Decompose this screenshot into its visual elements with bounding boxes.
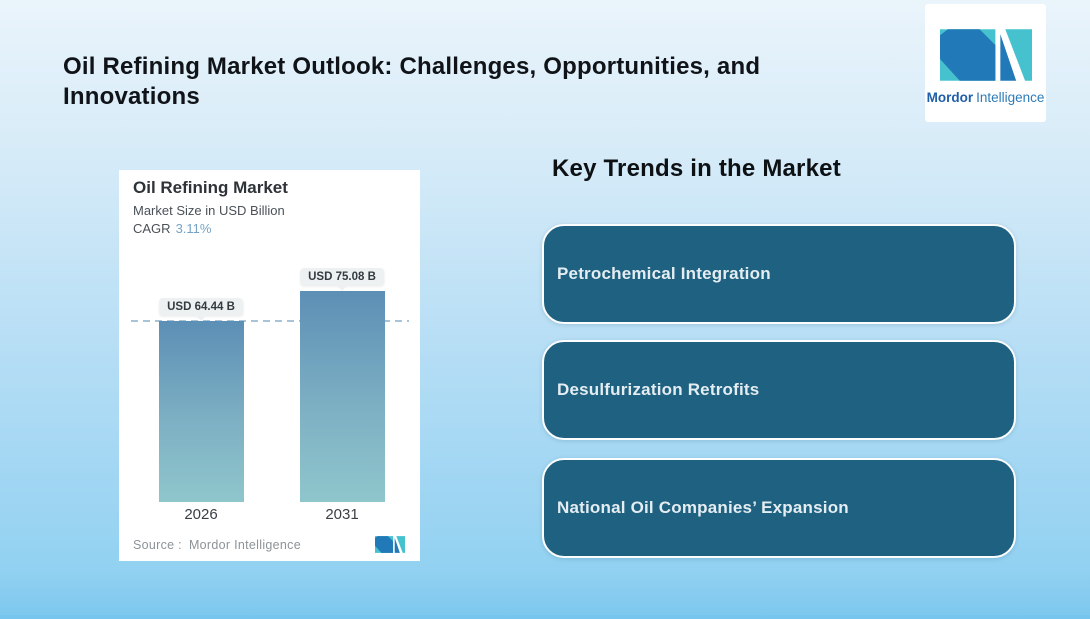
brand-logo-card: Mordor Intelligence [925, 4, 1046, 122]
bar-2031 [300, 291, 385, 502]
trend-card-desulfurization-retrofits: Desulfurization Retrofits [542, 340, 1016, 440]
chart-card: Oil Refining Market Market Size in USD B… [119, 170, 420, 561]
trend-label: National Oil Companies’ Expansion [557, 498, 849, 517]
value-badge-2026: USD 64.44 B [159, 298, 243, 316]
mordor-intelligence-logo-icon [939, 29, 1032, 81]
chart-brand-icon [375, 536, 405, 553]
cagr-value: 3.11% [175, 221, 212, 236]
reference-dashed-line [131, 320, 409, 322]
bottom-edge-strip [0, 615, 1090, 619]
cagr-line: CAGR 3.11% [133, 221, 211, 236]
trend-card-petrochemical-integration: Petrochemical Integration [542, 224, 1016, 324]
value-badge-2031: USD 75.08 B [300, 268, 384, 286]
x-label-2026: 2026 [184, 506, 218, 523]
cagr-label: CAGR [133, 221, 171, 236]
bar-chart: USD 64.44 B USD 75.08 B 2026 2031 [119, 170, 420, 561]
trend-label: Petrochemical Integration [557, 264, 771, 283]
page-title: Oil Refining Market Outlook: Challenges,… [63, 53, 761, 110]
trends-heading: Key Trends in the Market [552, 155, 841, 182]
x-label-2031: 2031 [325, 506, 359, 523]
brand-name-bold: Mordor [926, 90, 974, 105]
chart-subtitle: Market Size in USD Billion [133, 203, 285, 218]
trend-card-national-oil-companies-expansion: National Oil Companies’ Expansion [542, 458, 1016, 558]
trend-label: Desulfurization Retrofits [557, 380, 760, 399]
source-row: Source : Mordor Intelligence [133, 538, 301, 552]
source-label: Source : [133, 538, 182, 552]
brand-name: Mordor Intelligence [925, 90, 1046, 105]
bar-2026 [159, 321, 244, 502]
source-value: Mordor Intelligence [188, 538, 301, 552]
brand-name-regular: Intelligence [976, 90, 1045, 105]
chart-title: Oil Refining Market [133, 178, 288, 197]
